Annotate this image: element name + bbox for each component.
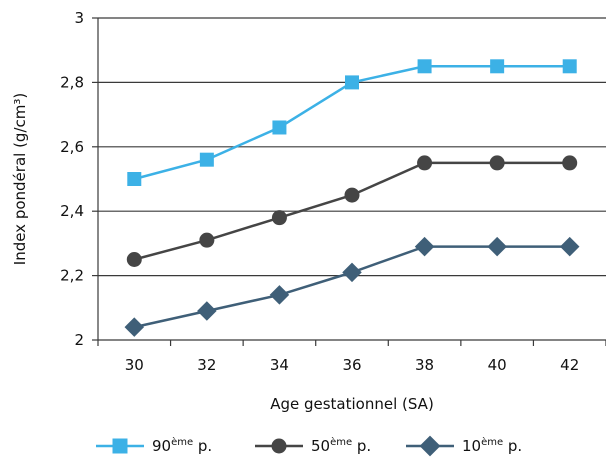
data-point-50 bbox=[489, 155, 505, 171]
data-point-10 bbox=[124, 317, 145, 337]
y-tick-label: 2,6 bbox=[60, 138, 84, 156]
data-point-10 bbox=[414, 236, 435, 257]
legend-marker-50 bbox=[271, 438, 287, 454]
y-tick-label: 2,8 bbox=[60, 73, 84, 91]
legend-label-90: 90ème p. bbox=[152, 436, 212, 455]
y-tick-label: 3 bbox=[74, 9, 84, 27]
legend-marker-90 bbox=[112, 438, 128, 454]
data-point-90 bbox=[199, 152, 214, 167]
data-point-50 bbox=[417, 155, 433, 171]
data-point-10 bbox=[487, 236, 507, 257]
y-tick-label: 2,2 bbox=[60, 267, 84, 285]
data-point-90 bbox=[345, 75, 359, 90]
y-tick-label: 2 bbox=[74, 331, 84, 349]
x-tick-label: 34 bbox=[270, 356, 289, 374]
x-tick-label: 38 bbox=[415, 356, 434, 374]
data-point-50 bbox=[126, 252, 142, 267]
legend: 90ème p. 50ème p. 10ème p. bbox=[96, 435, 522, 457]
tick-labels: 2 2,2 2,4 2,6 2,8 3 30 32 34 36 38 40 42 bbox=[60, 9, 579, 374]
grid-lines bbox=[98, 17, 606, 277]
data-point-10 bbox=[342, 262, 362, 283]
data-point-90 bbox=[417, 59, 432, 74]
x-tick-label: 40 bbox=[488, 356, 507, 374]
x-tick-label: 30 bbox=[125, 356, 144, 374]
y-axis-label: Index pondéral (g/cm³) bbox=[11, 93, 29, 265]
legend-label-10: 10ème p. bbox=[462, 436, 522, 455]
data-point-50 bbox=[344, 187, 360, 203]
x-tick-label: 36 bbox=[342, 356, 361, 374]
data-point-50 bbox=[199, 232, 215, 248]
data-point-10 bbox=[269, 285, 290, 305]
data-point-50 bbox=[271, 210, 287, 226]
x-axis-label: Age gestationnel (SA) bbox=[270, 395, 434, 413]
legend-marker-10 bbox=[419, 435, 441, 457]
data-point-10 bbox=[559, 236, 580, 257]
data-point-90 bbox=[562, 59, 577, 74]
series-line-10 bbox=[134, 245, 570, 329]
data-point-90 bbox=[127, 172, 142, 186]
data-point-90 bbox=[490, 59, 505, 74]
data-point-10 bbox=[197, 301, 217, 321]
x-tick-label: 32 bbox=[197, 356, 216, 374]
data-point-90 bbox=[272, 120, 287, 135]
data-point-50 bbox=[562, 155, 578, 171]
y-tick-label: 2,4 bbox=[60, 202, 84, 220]
series-layer bbox=[124, 59, 580, 337]
x-tick-label: 42 bbox=[560, 356, 579, 374]
axes bbox=[92, 17, 606, 346]
legend-label-50: 50ème p. bbox=[311, 436, 371, 455]
